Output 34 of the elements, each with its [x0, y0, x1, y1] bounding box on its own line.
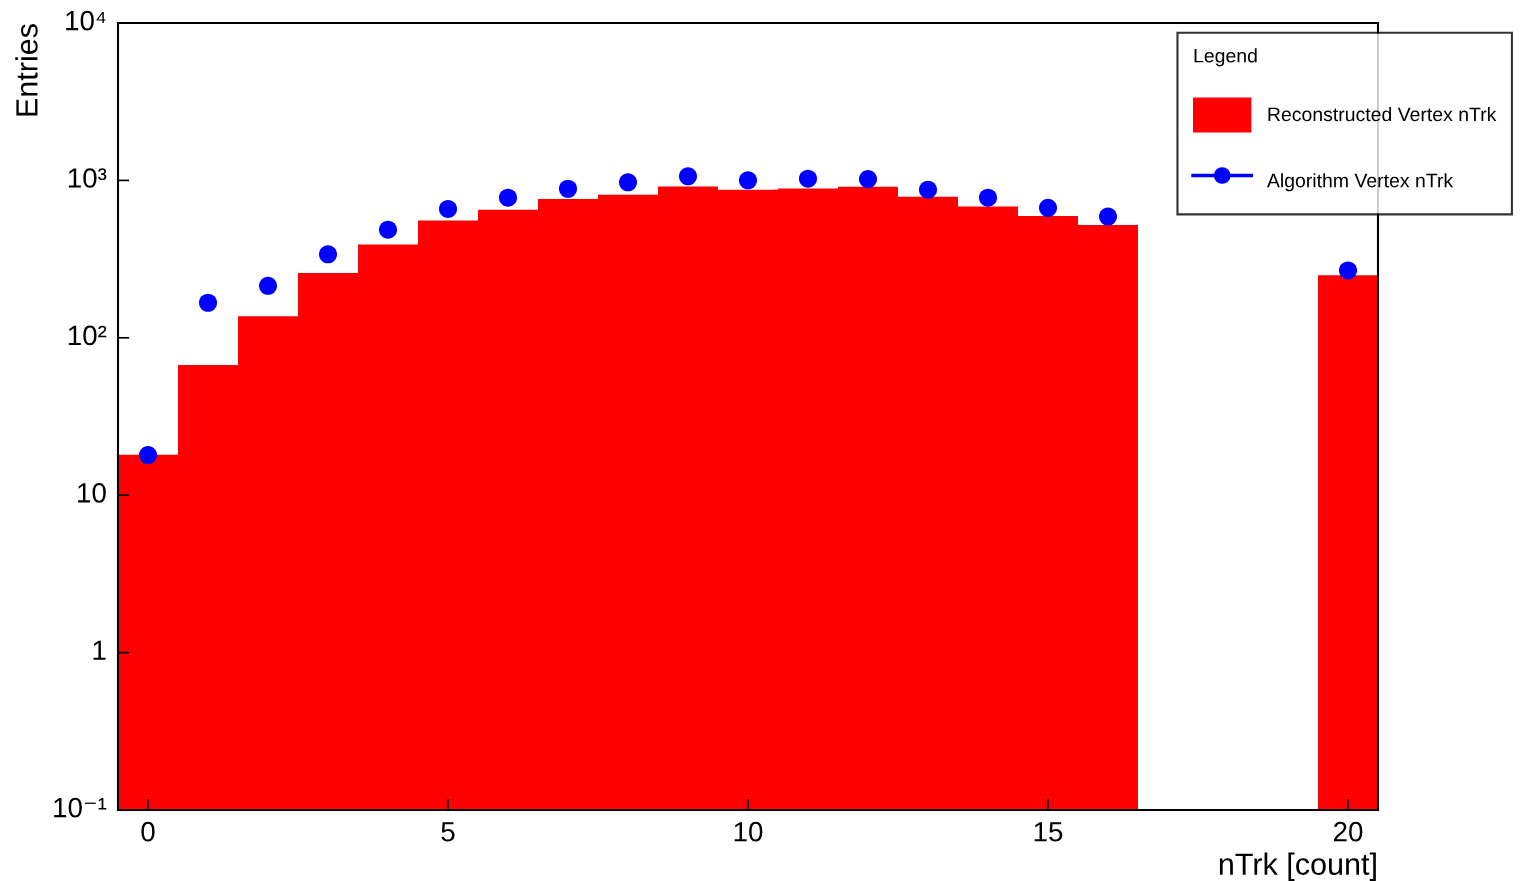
point	[858, 170, 878, 189]
point	[798, 169, 818, 188]
point	[498, 188, 518, 207]
point	[618, 173, 638, 192]
x-axis-title: nTrk [count]	[1219, 852, 1376, 881]
legend-title: Legend	[1194, 48, 1257, 67]
point	[738, 171, 758, 190]
legend-label: Algorithm Vertex nTrk	[1266, 173, 1454, 192]
point	[438, 199, 458, 218]
y-axis-title: Entries	[15, 24, 38, 116]
point	[198, 293, 218, 312]
y-tick-label: 10⁴	[66, 10, 106, 31]
x-tick-label: 10	[734, 821, 763, 842]
x-tick-label: 0	[141, 821, 155, 842]
point	[1098, 207, 1118, 226]
x-tick-label: 5	[441, 822, 455, 842]
legend-label: Reconstructed Vertex nTrk	[1268, 106, 1497, 122]
y-tick-label: 1	[93, 640, 106, 660]
point	[378, 220, 398, 239]
y-tick-label: 10⁻¹	[54, 797, 107, 818]
point	[678, 167, 698, 186]
point	[558, 179, 578, 198]
point	[258, 276, 278, 295]
y-tick-label: 10²	[68, 325, 107, 346]
point	[1038, 198, 1058, 217]
point	[978, 188, 998, 207]
x-tick-label: 15	[1034, 822, 1063, 842]
y-tick-label: 10	[78, 482, 106, 503]
point	[318, 245, 338, 264]
point	[918, 180, 938, 199]
x-tick-label: 20	[1333, 821, 1363, 842]
point	[138, 445, 158, 465]
point	[1338, 261, 1358, 280]
y-tick-label: 10³	[68, 168, 107, 188]
